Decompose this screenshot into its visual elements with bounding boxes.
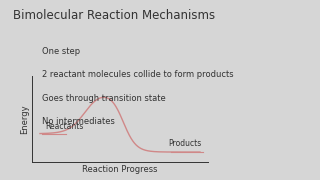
Text: No intermediates: No intermediates <box>42 117 115 126</box>
Text: Products: Products <box>168 139 201 148</box>
Text: Goes through transition state: Goes through transition state <box>42 94 165 103</box>
Y-axis label: Energy: Energy <box>20 104 29 134</box>
X-axis label: Reaction Progress: Reaction Progress <box>82 165 158 174</box>
Text: Reactants: Reactants <box>45 122 83 131</box>
Text: 2 reactant molecules collide to form products: 2 reactant molecules collide to form pro… <box>42 70 233 79</box>
Text: One step: One step <box>42 47 80 56</box>
Text: Bimolecular Reaction Mechanisms: Bimolecular Reaction Mechanisms <box>13 9 215 22</box>
